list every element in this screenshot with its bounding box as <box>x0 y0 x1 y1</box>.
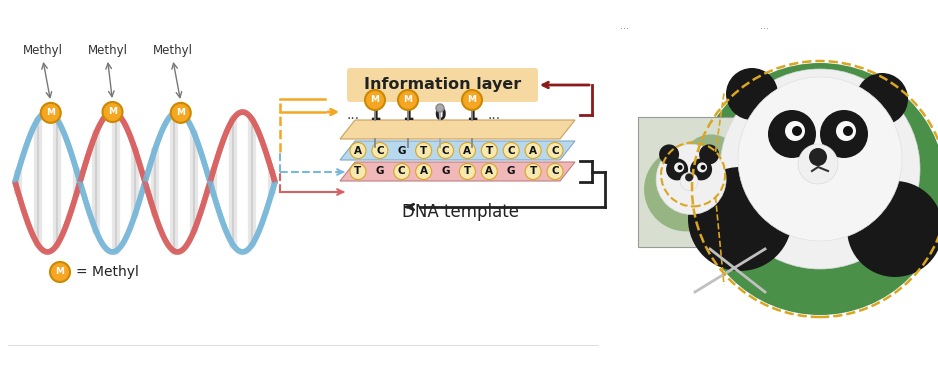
Circle shape <box>503 142 520 159</box>
Circle shape <box>350 142 366 159</box>
Text: DNA template: DNA template <box>401 203 519 221</box>
Text: C: C <box>507 145 515 156</box>
Circle shape <box>690 159 712 181</box>
Text: C: C <box>398 167 405 177</box>
Text: 1: 1 <box>402 106 414 124</box>
Circle shape <box>659 144 679 164</box>
Circle shape <box>738 77 902 241</box>
Text: Methyl: Methyl <box>87 44 128 57</box>
Circle shape <box>720 69 920 269</box>
Circle shape <box>677 165 683 170</box>
Text: Methyl: Methyl <box>23 44 63 57</box>
Circle shape <box>680 172 698 190</box>
Text: M: M <box>55 268 65 276</box>
Text: A: A <box>485 167 493 177</box>
FancyBboxPatch shape <box>347 68 538 102</box>
Text: A: A <box>463 145 472 156</box>
Circle shape <box>525 142 541 159</box>
Text: M: M <box>371 95 380 105</box>
Text: ···: ··· <box>620 24 629 34</box>
Text: M: M <box>108 108 117 116</box>
Polygon shape <box>340 120 575 139</box>
Circle shape <box>416 142 431 159</box>
Circle shape <box>726 68 778 120</box>
Text: G: G <box>375 167 385 177</box>
Text: M: M <box>176 108 185 117</box>
Circle shape <box>843 126 853 136</box>
Text: Information layer: Information layer <box>364 77 522 92</box>
Circle shape <box>697 163 707 172</box>
Polygon shape <box>340 162 575 181</box>
Text: Methyl: Methyl <box>153 44 192 57</box>
Text: A: A <box>419 167 428 177</box>
Circle shape <box>102 102 123 122</box>
Text: ···: ··· <box>760 24 769 34</box>
Circle shape <box>820 110 868 158</box>
Text: A: A <box>529 145 537 156</box>
Text: T: T <box>529 167 537 177</box>
Circle shape <box>847 181 938 277</box>
Circle shape <box>798 144 838 184</box>
Circle shape <box>666 159 688 181</box>
Circle shape <box>525 164 541 179</box>
Text: C: C <box>552 145 559 156</box>
Text: T: T <box>355 167 362 177</box>
Circle shape <box>350 164 366 179</box>
Circle shape <box>481 164 497 179</box>
Text: M: M <box>403 95 413 105</box>
Circle shape <box>785 121 805 141</box>
Circle shape <box>836 121 856 141</box>
Circle shape <box>40 103 61 123</box>
Text: G: G <box>507 167 516 177</box>
Text: 1: 1 <box>466 106 477 124</box>
Text: T: T <box>486 145 493 156</box>
Text: G: G <box>441 167 450 177</box>
Circle shape <box>681 134 741 195</box>
Text: C: C <box>552 167 559 177</box>
Circle shape <box>809 148 827 166</box>
Circle shape <box>394 164 410 179</box>
Circle shape <box>462 90 482 110</box>
Circle shape <box>416 164 431 179</box>
Text: T: T <box>463 167 471 177</box>
Circle shape <box>460 142 476 159</box>
Circle shape <box>460 164 476 179</box>
Circle shape <box>688 167 792 271</box>
Circle shape <box>768 110 816 158</box>
Circle shape <box>701 165 705 170</box>
Circle shape <box>481 142 497 159</box>
Polygon shape <box>340 141 575 160</box>
Circle shape <box>371 142 388 159</box>
Circle shape <box>547 142 563 159</box>
Bar <box>638 117 756 247</box>
Circle shape <box>685 173 693 181</box>
Circle shape <box>365 90 385 110</box>
Text: T: T <box>420 145 428 156</box>
Text: G: G <box>398 145 406 156</box>
Circle shape <box>398 90 418 110</box>
Text: C: C <box>376 145 384 156</box>
Circle shape <box>699 144 719 164</box>
Text: C: C <box>442 145 449 156</box>
Circle shape <box>50 262 70 282</box>
Text: ...: ... <box>346 108 359 122</box>
Text: ...: ... <box>488 108 501 122</box>
Circle shape <box>856 73 908 125</box>
Circle shape <box>694 63 938 315</box>
Circle shape <box>437 142 454 159</box>
Circle shape <box>792 126 802 136</box>
Text: M: M <box>467 95 477 105</box>
Circle shape <box>171 103 190 123</box>
Circle shape <box>644 148 728 232</box>
Circle shape <box>656 144 726 214</box>
Text: = Methyl: = Methyl <box>76 265 139 279</box>
Circle shape <box>547 164 563 179</box>
Text: 0: 0 <box>434 106 446 124</box>
Circle shape <box>436 104 444 112</box>
Text: A: A <box>354 145 362 156</box>
Text: 1: 1 <box>370 106 381 124</box>
Circle shape <box>674 163 684 172</box>
Text: M: M <box>46 108 55 117</box>
